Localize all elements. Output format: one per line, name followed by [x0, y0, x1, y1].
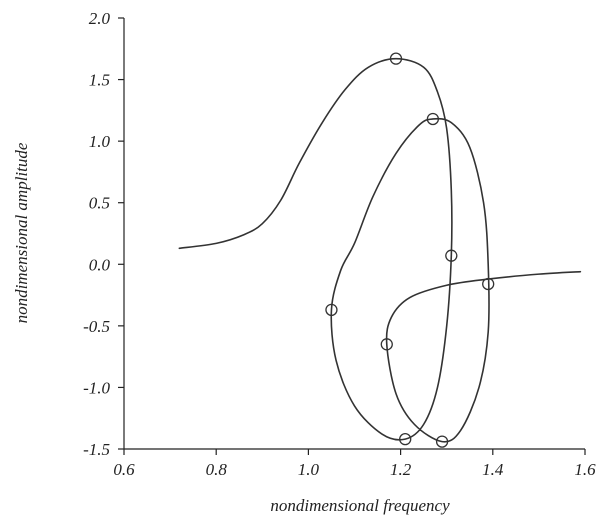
- markers: [325, 52, 495, 448]
- x-tick-label: 0.6: [113, 460, 135, 479]
- y-tick-label: 0.0: [89, 255, 111, 274]
- response-curve: [178, 57, 582, 443]
- marker-point: [482, 277, 495, 291]
- axes: [123, 18, 585, 450]
- y-axis-label: nondimensional amplitude: [12, 142, 31, 323]
- marker-point: [380, 338, 393, 351]
- y-tick-label: -1.5: [83, 440, 110, 459]
- y-tick-label: 1.0: [89, 132, 111, 151]
- x-tick-label: 1.2: [390, 460, 412, 479]
- x-tick-label: 1.0: [298, 460, 320, 479]
- marker-point: [426, 112, 440, 126]
- marker-point: [325, 303, 338, 316]
- x-tick-label: 0.8: [206, 460, 228, 479]
- marker-point: [399, 432, 412, 446]
- x-axis-label: nondimensional frequency: [270, 496, 450, 515]
- marker-point: [389, 52, 403, 65]
- ticks: 0.6 0.8 1.0 1.2 1.4 1.6 -1.5 -1.0 -0.5 0.0 0.5 1.0 1…: [83, 9, 596, 479]
- curves: [178, 57, 582, 443]
- y-tick-label: 1.5: [89, 71, 110, 90]
- x-tick-label: 1.6: [574, 460, 596, 479]
- y-tick-label: -1.0: [83, 378, 110, 397]
- y-tick-label: 2.0: [89, 9, 111, 28]
- marker-point: [445, 249, 458, 262]
- x-tick-label: 1.4: [482, 460, 504, 479]
- y-tick-label: 0.5: [89, 194, 110, 213]
- marker-point: [435, 435, 449, 448]
- y-tick-label: -0.5: [83, 317, 110, 336]
